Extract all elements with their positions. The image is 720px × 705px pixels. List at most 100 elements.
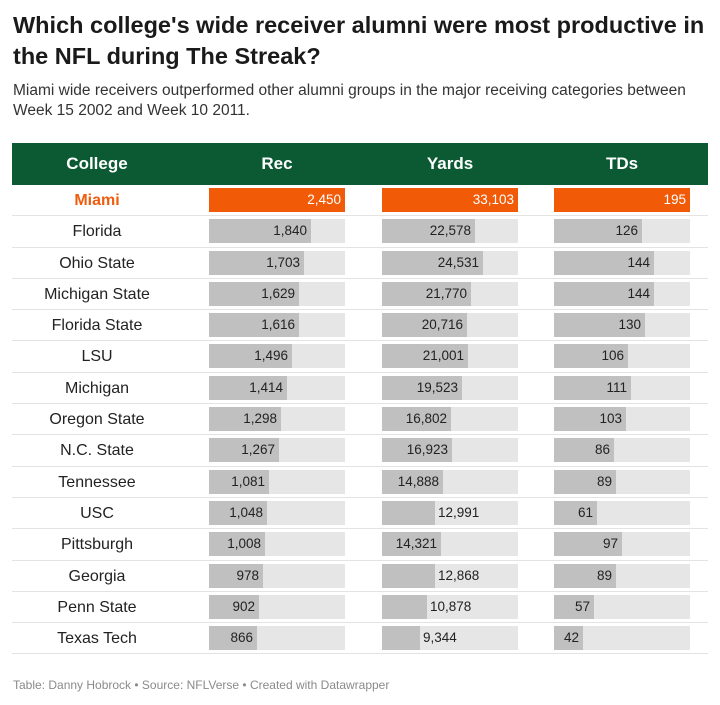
yards-bar [382,188,518,212]
rec-bar-track: 1,267 [209,438,345,463]
yards-bar [382,438,452,463]
header-college[interactable]: College [66,154,128,173]
table-row: Michigan 1,414 19,523 111 [12,373,708,405]
tds-bar-track: 89 [554,469,690,494]
chart-subtitle: Miami wide receivers outperformed other … [13,82,686,119]
table-row: N.C. State 1,267 16,923 86 [12,435,708,467]
yards-value-label: 14,321 [395,536,437,552]
yards-value-label: 21,001 [422,348,464,364]
yards-bar-track: 33,103 [382,188,518,212]
tds-bar-track: 195 [554,188,690,212]
rec-value-label: 1,629 [261,285,295,301]
tds-value-label: 42 [563,630,579,646]
rec-bar-track: 1,496 [209,344,345,369]
chart-title: Which college's wide receiver alumni wer… [13,12,705,69]
rec-bar-track: 1,840 [209,219,345,244]
yards-bar-track: 12,868 [382,563,518,588]
college-name: Miami [74,192,120,209]
tds-value-label: 126 [615,223,638,239]
header-tds[interactable]: TDs [605,154,639,173]
rec-value-label: 2,450 [307,192,341,207]
yards-bar-track: 12,991 [382,500,518,525]
tds-value-label: 97 [602,536,618,552]
rec-value-label: 1,496 [254,348,288,364]
tds-bar-track: 144 [554,250,690,275]
rec-bar [209,594,259,619]
header-rec[interactable]: Rec [261,154,293,173]
college-name: Florida State [51,317,143,335]
tds-bar [554,375,631,400]
rec-bar-track: 866 [209,626,345,651]
rec-bar-track: 1,048 [209,500,345,525]
rec-bar [209,375,287,400]
table-row: Oregon State 1,298 16,802 103 [12,404,708,436]
college-name: USC [80,504,114,522]
rec-bar-track: 978 [209,563,345,588]
yards-bar-track: 14,888 [382,469,518,494]
tds-value-label: 103 [599,411,622,427]
tds-value-label: 130 [618,317,641,333]
table-header: College Rec Yards TDs [12,143,708,185]
tds-bar [554,500,597,525]
rec-bar-track: 902 [209,594,345,619]
rec-bar-track: 1,703 [209,250,345,275]
table-row: Tennessee 1,081 14,888 89 [12,467,708,498]
yards-bar [382,407,451,432]
yards-bar-track: 9,344 [382,626,518,651]
yards-bar-track: 21,001 [382,344,518,369]
table-row: LSU 1,496 21,001 106 [12,341,708,373]
rec-value-label: 1,414 [249,379,283,395]
rec-value-label: 1,081 [231,473,265,489]
yards-bar-track: 21,770 [382,281,518,306]
yards-bar [382,500,435,525]
yards-bar-track: 10,878 [382,594,518,619]
table-row: Pittsburgh 1,008 14,321 97 [12,529,708,561]
rec-bar [209,407,281,432]
yards-bar [382,313,467,338]
yards-bar-track: 14,321 [382,532,518,557]
yards-bar-track: 24,531 [382,250,518,275]
yards-value-label: 16,802 [405,411,447,427]
rec-value-label: 1,840 [273,223,307,239]
rec-bar-track: 1,298 [209,407,345,432]
tds-bar [554,250,654,275]
rec-bar [209,219,311,244]
rec-bar [209,281,299,306]
tds-bar-track: 42 [554,626,690,651]
yards-bar [382,219,475,244]
table-body: Miami 2,450 33,103 195 Florida 1,840 22,578 126… [12,185,708,655]
yards-bar [382,250,483,275]
yards-bar-track: 22,578 [382,219,518,244]
yards-bar [382,594,427,619]
college-name: Penn State [57,598,137,616]
table-row: Penn State 902 10,878 57 [12,592,708,624]
rec-bar-track: 2,450 [209,188,345,212]
table-row: Georgia 978 12,868 89 [12,561,708,592]
rec-bar-track: 1,081 [209,469,345,494]
tds-bar [554,407,626,432]
rec-bar [209,188,345,212]
yards-value-label: 14,888 [397,473,439,489]
tds-bar-track: 106 [554,344,690,369]
college-name: Pittsburgh [60,536,134,554]
tds-value-label: 144 [627,254,650,270]
tds-bar-track: 111 [554,375,690,400]
rec-value-label: 1,048 [229,504,263,520]
tds-bar-track: 144 [554,281,690,306]
yards-bar [382,469,443,494]
tds-bar [554,469,616,494]
rec-value-label: 1,616 [261,317,295,333]
rec-value-label: 1,298 [243,411,277,427]
yards-value-label: 33,103 [472,192,514,207]
header-yards[interactable]: Yards [426,154,474,173]
yards-bar [382,563,435,588]
table-row: Miami 2,450 33,103 195 [12,185,708,217]
table-row: Ohio State 1,703 24,531 144 [12,248,708,279]
tds-bar-track: 89 [554,563,690,588]
table-row: Florida 1,840 22,578 126 [12,216,708,248]
tds-value-label: 61 [577,504,593,520]
college-name: Texas Tech [57,630,137,648]
tds-bar [554,438,614,463]
tds-bar [554,281,654,306]
table-row: Michigan State 1,629 21,770 144 [12,279,708,311]
